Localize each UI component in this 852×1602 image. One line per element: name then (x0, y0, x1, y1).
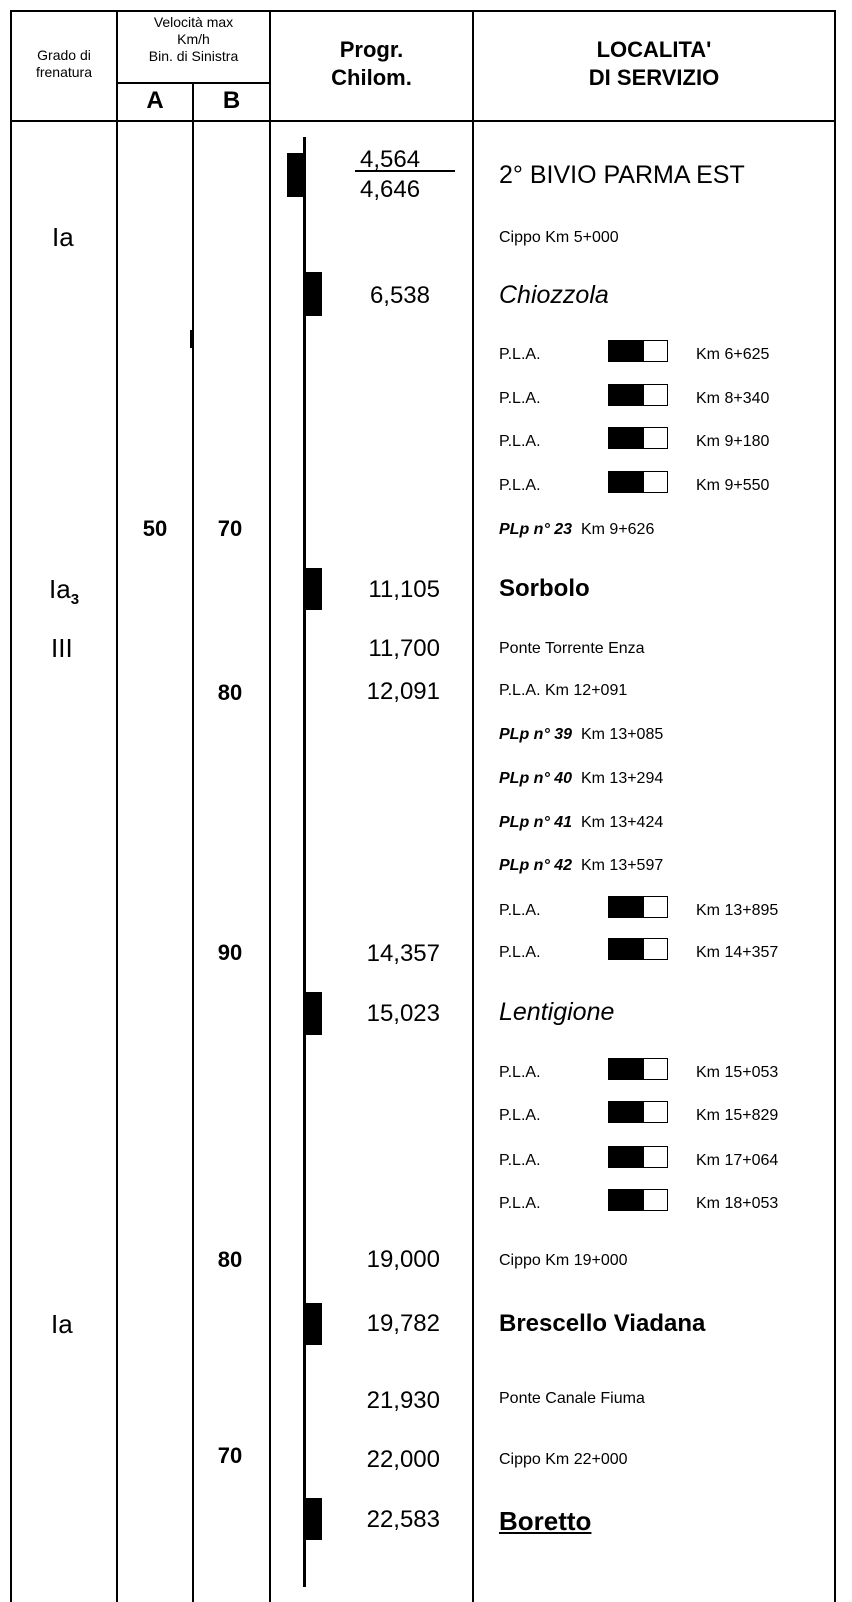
crossing-barrier-icon (608, 384, 668, 406)
speed-b-70-2: 70 (217, 1443, 243, 1468)
km-12091: 12,091 (366, 678, 440, 705)
plp-row: PLp n° 41 Km 13+424 (499, 814, 664, 831)
plp-row: PLp n° 23 Km 9+626 (499, 521, 655, 538)
plp-row: PLp n° 39 Km 13+085 (499, 726, 664, 743)
grade-ia-1: Ia (52, 222, 74, 252)
km-22583: 22,583 (366, 1506, 440, 1533)
progr-header-line2: Chilom. (331, 65, 412, 90)
loc-pla-12091: P.L.A. Km 12+091 (499, 682, 628, 699)
grade-header-line1: Grado di (37, 47, 91, 63)
speed-b-70: 70 (217, 516, 243, 541)
speed-b-90: 90 (217, 940, 243, 965)
km-14357: 14,357 (366, 940, 440, 967)
speed-b-80-2: 80 (217, 1247, 243, 1272)
km-11700: 11,700 (368, 635, 440, 662)
km-11105: 11,105 (368, 576, 440, 603)
speed-header-line3: Bin. di Sinistra (148, 48, 239, 64)
loc-header-line1: LOCALITA' (596, 37, 712, 62)
km-6538: 6,538 (369, 282, 430, 309)
crossing-barrier-icon (608, 1146, 668, 1168)
loc-sorbolo: Sorbolo (499, 575, 590, 602)
col-a-header: A (146, 87, 164, 114)
km-15023: 15,023 (366, 1000, 440, 1027)
speed-header-line1: Velocità max (153, 14, 234, 30)
grade-ia-2: Ia (51, 1309, 73, 1339)
grade-ia3: Ia3 (49, 574, 80, 609)
speed-header-line2: Km/h (177, 31, 210, 47)
col-b-header: B (222, 87, 241, 114)
crossing-barrier-icon (608, 1189, 668, 1211)
loc-lentigione: Lentigione (499, 998, 615, 1026)
speed-a-50: 50 (142, 516, 168, 541)
km-19782: 19,782 (366, 1310, 440, 1337)
loc-cippo-19: Cippo Km 19+000 (499, 1252, 628, 1269)
crossing-barrier-icon (608, 896, 668, 918)
loc-cippo-5: Cippo Km 5+000 (499, 229, 619, 246)
loc-header-line2: DI SERVIZIO (588, 65, 720, 90)
km-underline (355, 170, 455, 172)
grade-iii: III (51, 633, 73, 663)
progr-header-line1: Progr. (339, 37, 404, 62)
km-4646: 4,646 (360, 176, 421, 203)
loc-brescello-viadana: Brescello Viadana (499, 1310, 706, 1337)
loc-bivio-parma-est: 2° BIVIO PARMA EST (499, 161, 745, 189)
plp-row: PLp n° 40 Km 13+294 (499, 770, 664, 787)
speed-b-80: 80 (217, 680, 243, 705)
loc-chiozzola: Chiozzola (499, 281, 609, 309)
crossing-barrier-icon (608, 427, 668, 449)
loc-ponte-enza: Ponte Torrente Enza (499, 640, 645, 657)
crossing-barrier-icon (608, 1058, 668, 1080)
plp-row: PLp n° 42 Km 13+597 (499, 857, 664, 874)
grade-header-line2: frenatura (35, 64, 93, 80)
km-4564: 4,564 (360, 146, 421, 173)
crossing-barrier-icon (608, 1101, 668, 1123)
crossing-barrier-icon (608, 471, 668, 493)
loc-ponte-fiuma: Ponte Canale Fiuma (499, 1390, 645, 1407)
loc-boretto: Boretto (499, 1506, 592, 1536)
loc-cippo-22: Cippo Km 22+000 (499, 1451, 628, 1468)
crossing-barrier-icon (608, 938, 668, 960)
km-19000: 19,000 (366, 1246, 440, 1273)
km-21930: 21,930 (366, 1387, 440, 1414)
crossing-barrier-icon (608, 340, 668, 362)
km-22000: 22,000 (366, 1446, 440, 1473)
